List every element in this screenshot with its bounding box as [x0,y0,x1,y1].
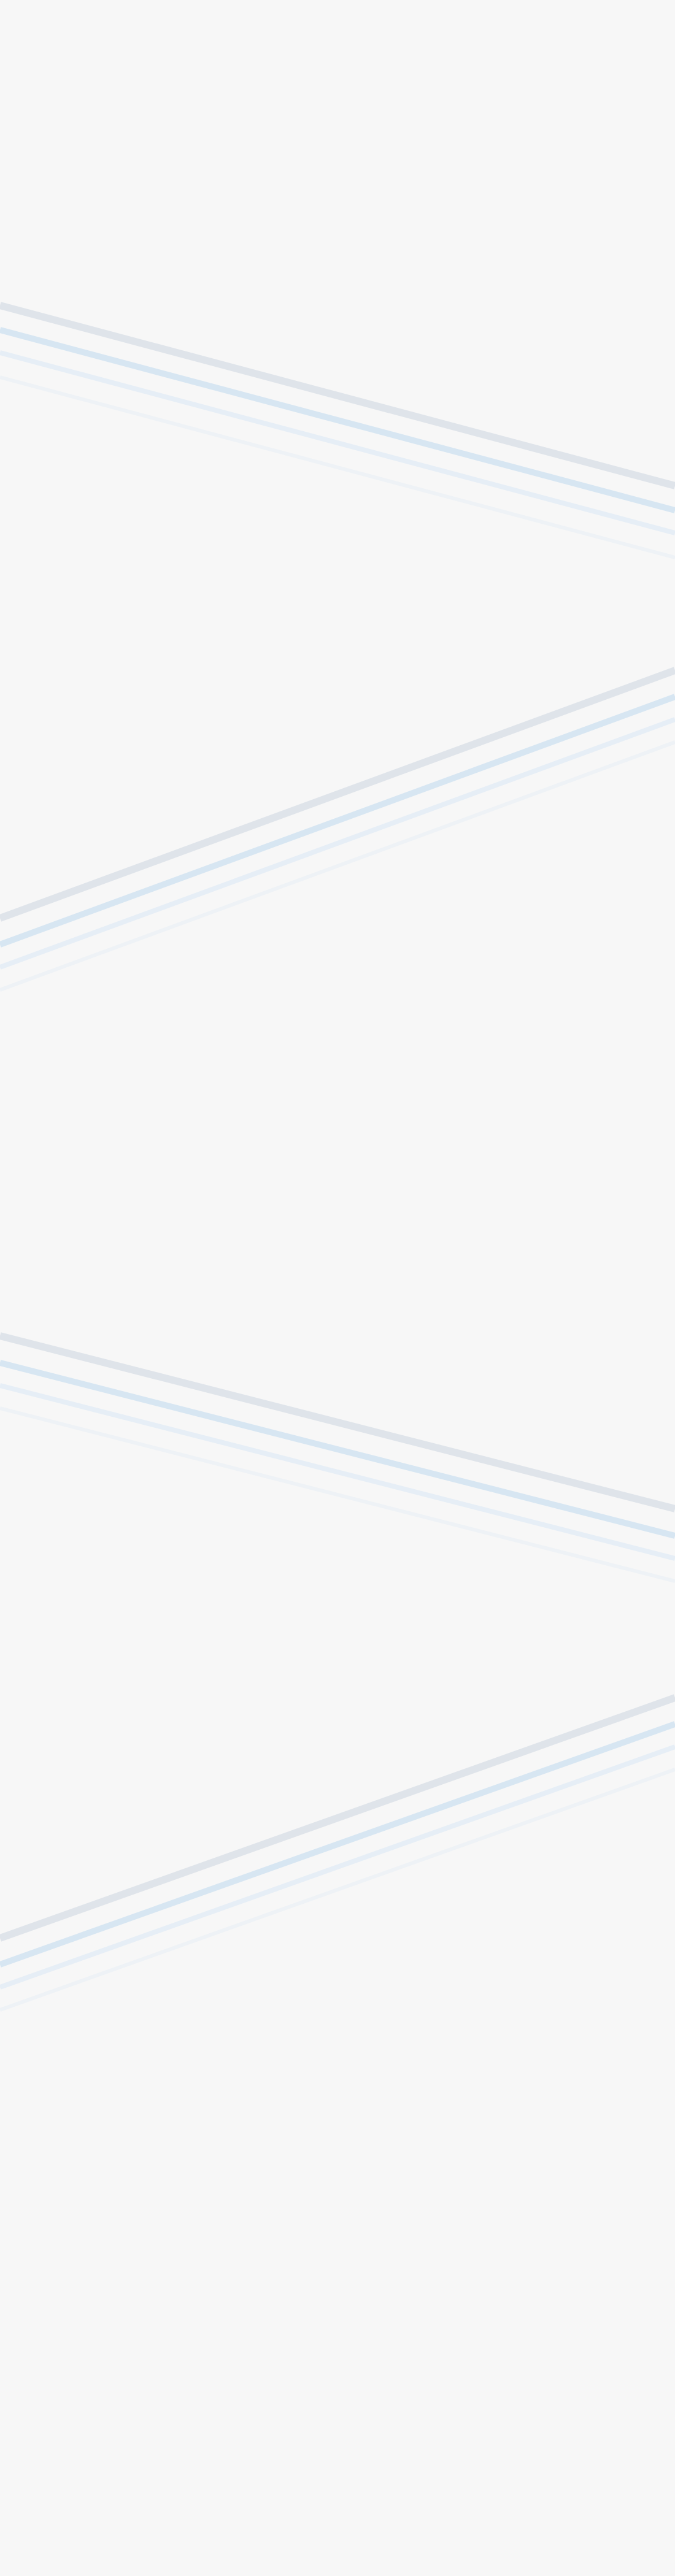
line-3a [0,1332,675,1512]
line-1a [0,302,675,489]
line-4b [0,1721,675,1968]
line-2b [0,694,675,948]
line-group-1 [0,302,675,559]
line-3d [0,1406,675,1583]
line-group-2 [0,667,675,992]
line-group-4 [0,1694,675,2012]
line-2c [0,717,675,970]
line-1c [0,350,675,535]
line-4c [0,1744,675,1990]
line-2a [0,667,675,922]
line-4d [0,1768,675,2012]
line-4a [0,1694,675,1942]
line-3b [0,1360,675,1539]
line-3c [0,1383,675,1561]
line-group-3 [0,1332,675,1583]
line-1b [0,327,675,513]
line-1d [0,375,675,559]
line-2d [0,740,675,992]
